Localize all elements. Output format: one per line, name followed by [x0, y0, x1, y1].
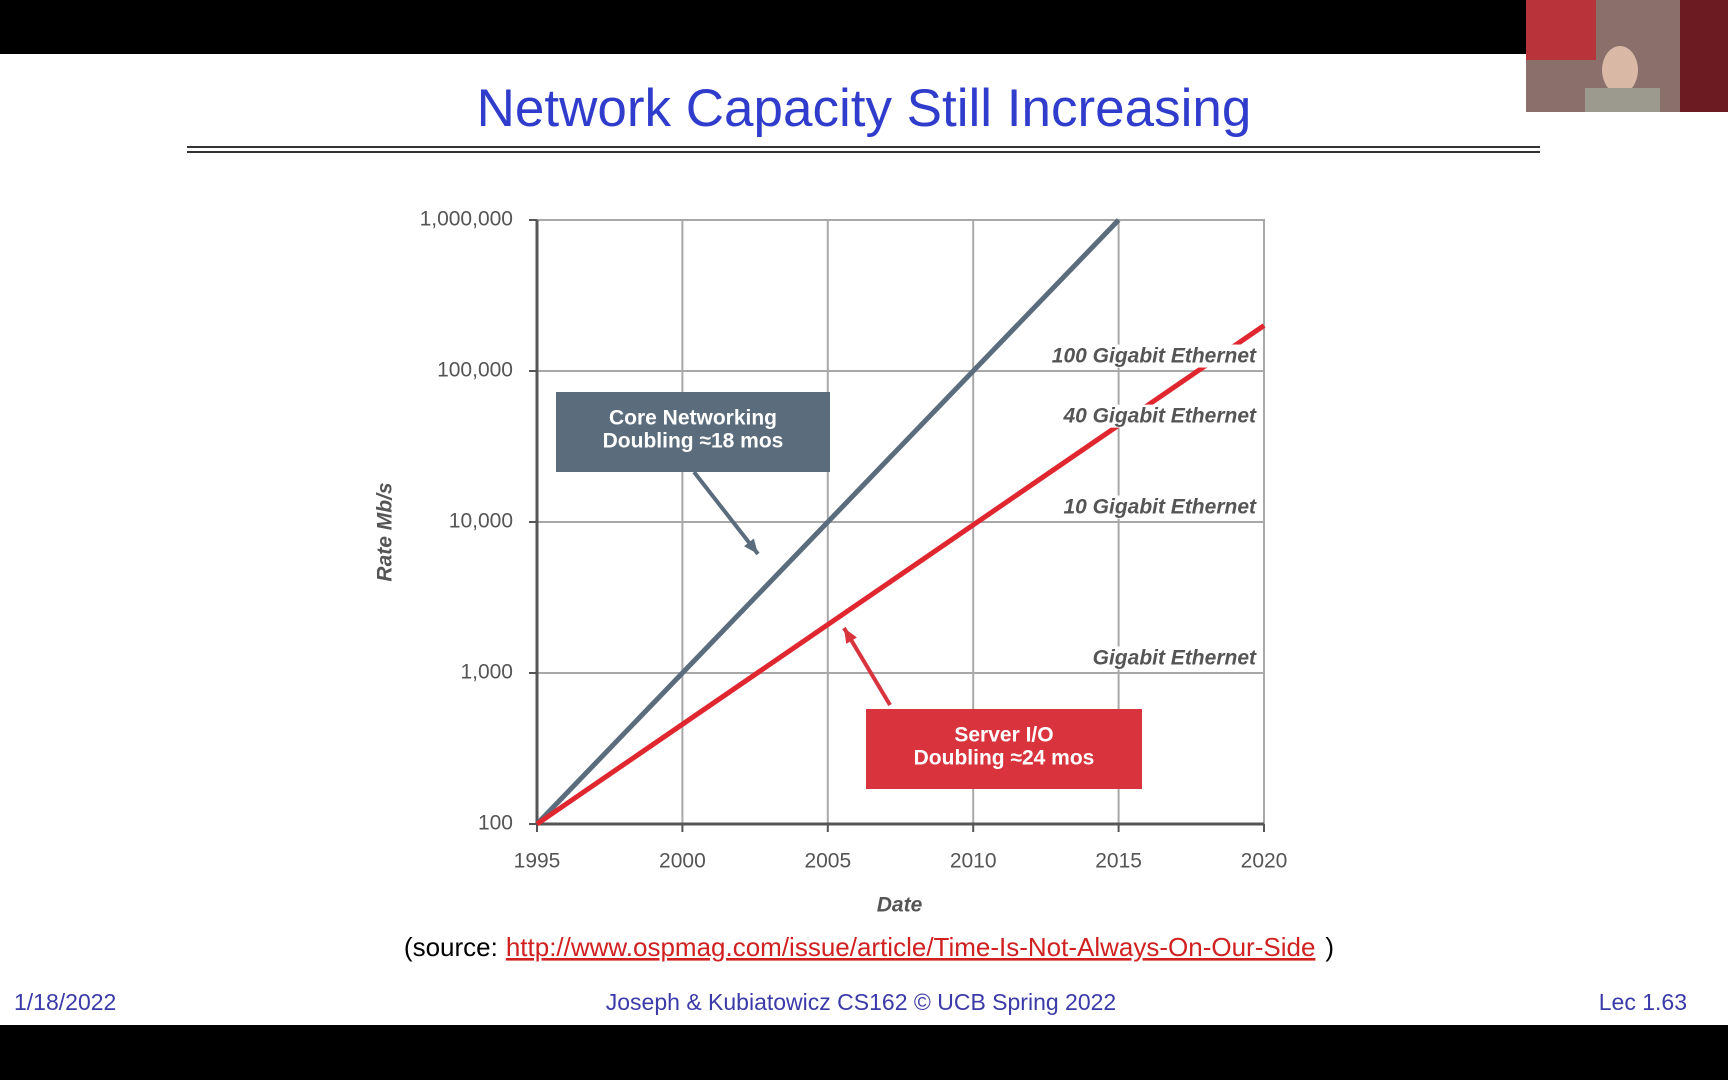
- source-suffix: ): [1325, 932, 1334, 962]
- label-background: [1045, 344, 1262, 368]
- label-background: [1086, 646, 1261, 670]
- series-line: [535, 218, 1121, 826]
- y-tick-label: 1,000: [460, 661, 513, 684]
- callout-arrow: [692, 470, 760, 556]
- x-tick-label: 2005: [804, 850, 851, 873]
- x-axis-label: Date: [877, 894, 923, 917]
- callout-arrowhead: [844, 628, 857, 644]
- ethernet-label: 100 Gigabit Ethernet: [1052, 345, 1257, 368]
- footer-date: 1/18/2022: [14, 989, 116, 1015]
- footer-page: Lec 1.63: [1599, 989, 1687, 1015]
- y-tick-label: 100: [478, 812, 513, 835]
- source-line: (source: http://www.ospmag.com/issue/arti…: [404, 932, 1334, 962]
- label-background: [1056, 404, 1261, 428]
- callout-text: Doubling ≈24 mos: [914, 747, 1095, 770]
- webcam: [1526, 0, 1728, 112]
- x-tick-label: 2010: [950, 850, 997, 873]
- label-background: [1057, 495, 1261, 519]
- callout-arrow: [842, 626, 892, 707]
- y-tick-label: 100,000: [437, 359, 513, 382]
- slide-title: Network Capacity Still Increasing: [477, 79, 1252, 138]
- y-tick-label: 10,000: [449, 510, 513, 533]
- callout-text: Doubling ≈18 mos: [603, 430, 784, 453]
- footer-course: Joseph & Kubiatowicz CS162 © UCB Spring …: [606, 989, 1116, 1015]
- y-axis-label: Rate Mb/s: [374, 482, 397, 581]
- callout-arrowhead: [744, 538, 758, 554]
- x-tick-label: 2020: [1241, 850, 1288, 873]
- x-tick-label: 2015: [1095, 850, 1142, 873]
- y-tick-label: 1,000,000: [420, 208, 513, 231]
- ethernet-label: Gigabit Ethernet: [1093, 647, 1257, 670]
- chart: 100 1,000 10,000 100,000 1,000,000 1995 2000 20…: [374, 208, 1288, 917]
- x-tick-label: 2000: [659, 850, 706, 873]
- bottom-bar: [0, 1025, 1728, 1080]
- callout-box: [866, 709, 1142, 789]
- callout-box: [556, 392, 830, 472]
- source-link[interactable]: http://www.ospmag.com/issue/article/Time…: [506, 932, 1316, 962]
- ethernet-label: 40 Gigabit Ethernet: [1062, 405, 1257, 428]
- callout-text: Core Networking: [609, 407, 777, 430]
- x-tick-label: 1995: [514, 850, 561, 873]
- source-prefix: (source:: [404, 932, 498, 962]
- callout-text: Server I/O: [954, 724, 1053, 747]
- ethernet-label: 10 Gigabit Ethernet: [1063, 496, 1257, 519]
- top-bar: [0, 0, 1728, 54]
